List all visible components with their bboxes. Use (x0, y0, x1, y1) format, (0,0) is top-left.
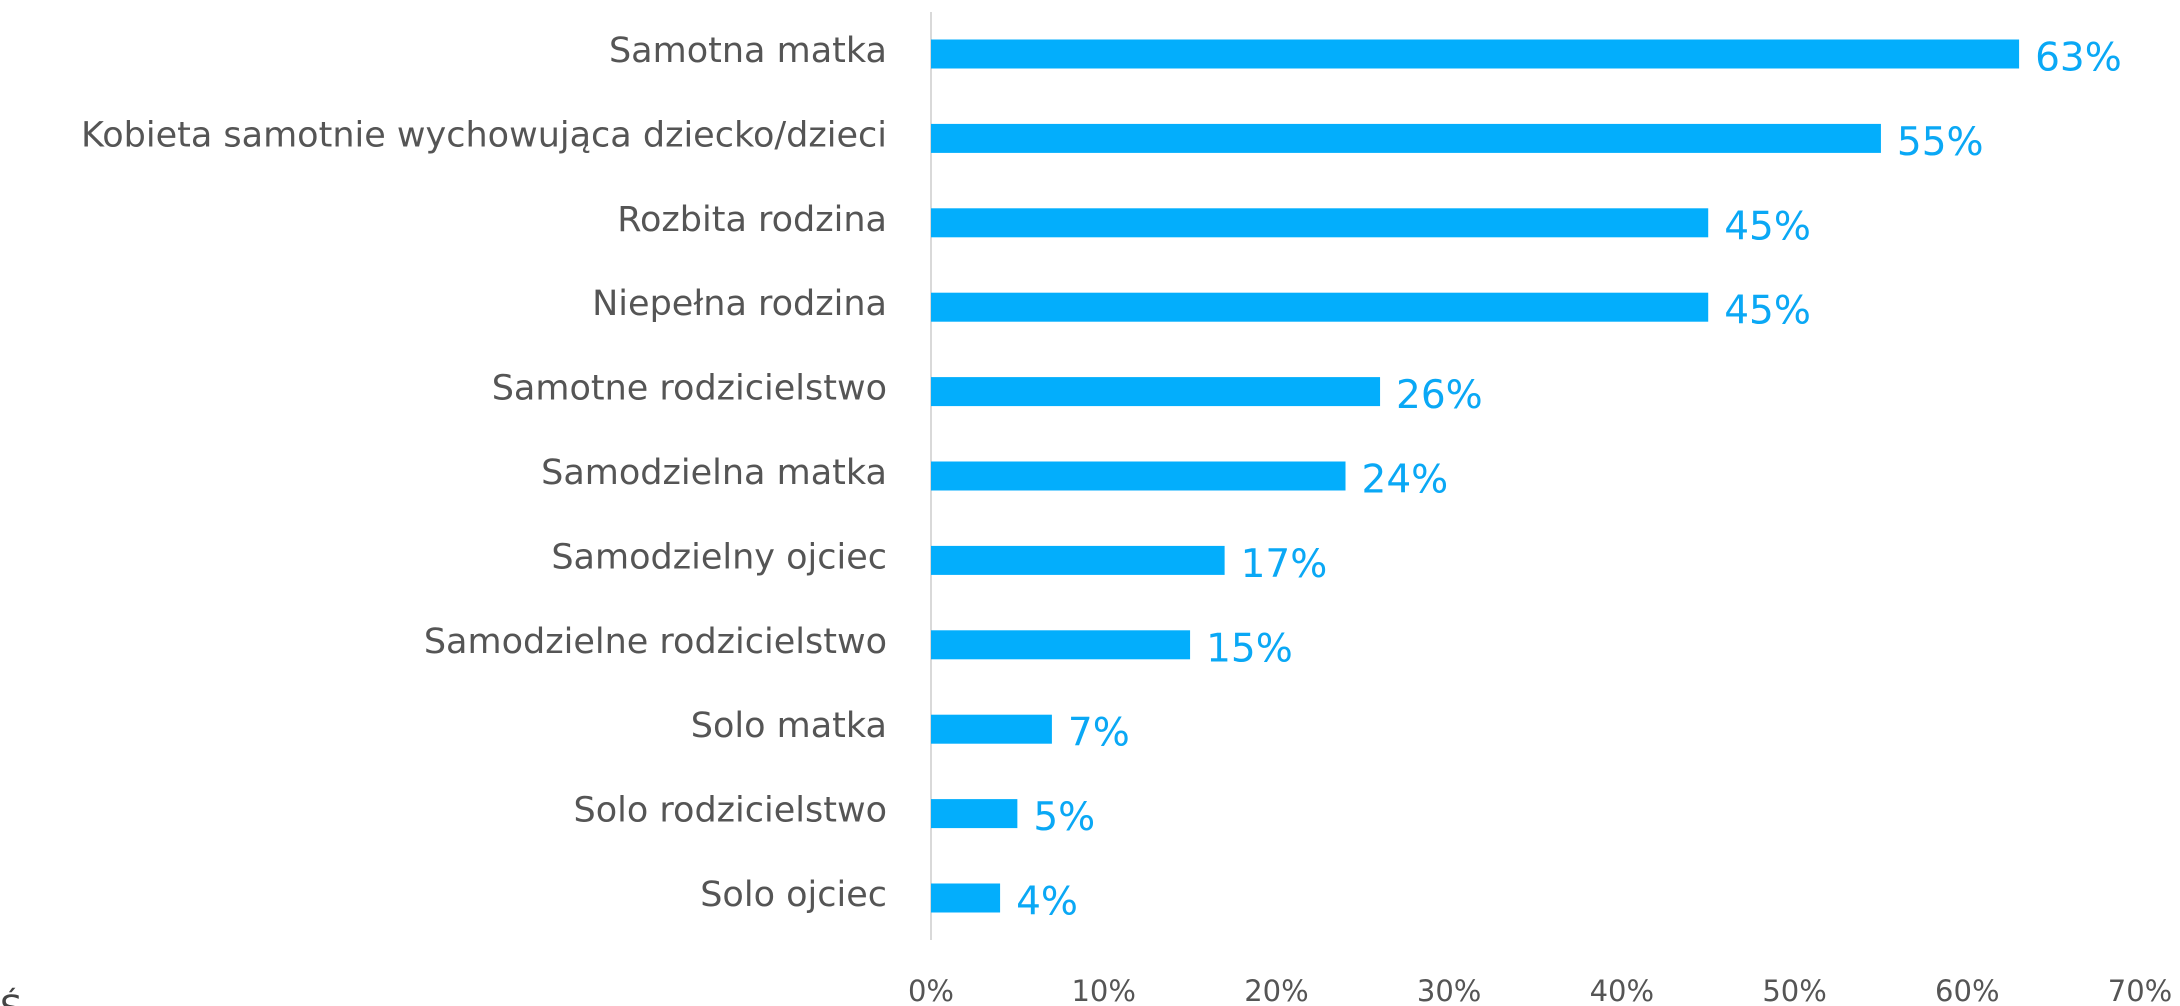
x-tick-label: 70% (2108, 974, 2172, 1006)
data-label: 26% (1396, 373, 1483, 418)
data-label: 45% (1724, 204, 1811, 249)
data-label: 5% (1033, 795, 1095, 840)
bar (931, 799, 1018, 829)
y-tick-label: Solo ojciec (700, 875, 887, 915)
x-tick-label: 20% (1244, 974, 1308, 1006)
bar (931, 208, 1709, 238)
data-label: 24% (1362, 458, 1449, 503)
y-tick-label: Samotne rodzicielstwo (492, 369, 887, 409)
y-tick-label: Samodzielna matka (541, 453, 887, 493)
data-label: 55% (1897, 120, 1984, 165)
data-label: 45% (1724, 289, 1811, 334)
x-tick-label: 10% (1071, 974, 1135, 1006)
x-tick-label: 60% (1935, 974, 1999, 1006)
bar (931, 883, 1001, 913)
y-tick-label: Solo rodzicielstwo (574, 791, 887, 831)
bar (931, 292, 1709, 322)
bar (931, 123, 1881, 153)
x-tick-label: 40% (1590, 974, 1654, 1006)
footnote: Ś (0, 987, 22, 1006)
y-tick-label: Solo matka (691, 706, 887, 746)
x-tick-label: 50% (1762, 974, 1826, 1006)
data-label: 4% (1016, 880, 1078, 925)
y-tick-label: Kobieta samotnie wychowująca dziecko/dzi… (81, 115, 887, 155)
bar (931, 545, 1225, 575)
data-label: 17% (1241, 542, 1328, 587)
y-tick-label: Samodzielne rodzicielstwo (424, 622, 887, 662)
y-tick-label: Rozbita rodzina (617, 200, 887, 240)
data-label: 7% (1068, 711, 1130, 756)
y-tick-label: Samodzielny ojciec (551, 537, 887, 577)
data-label: 15% (1206, 626, 1293, 671)
bar (931, 377, 1381, 407)
bar (931, 630, 1191, 660)
y-tick-label: Samotna matka (609, 31, 887, 71)
data-label: 63% (2035, 36, 2122, 81)
bar (931, 461, 1346, 491)
bar (931, 39, 2020, 69)
x-tick-label: 0% (908, 974, 954, 1006)
x-tick-label: 30% (1417, 974, 1481, 1006)
y-tick-label: Niepełna rodzina (592, 284, 887, 324)
bar (931, 714, 1052, 744)
